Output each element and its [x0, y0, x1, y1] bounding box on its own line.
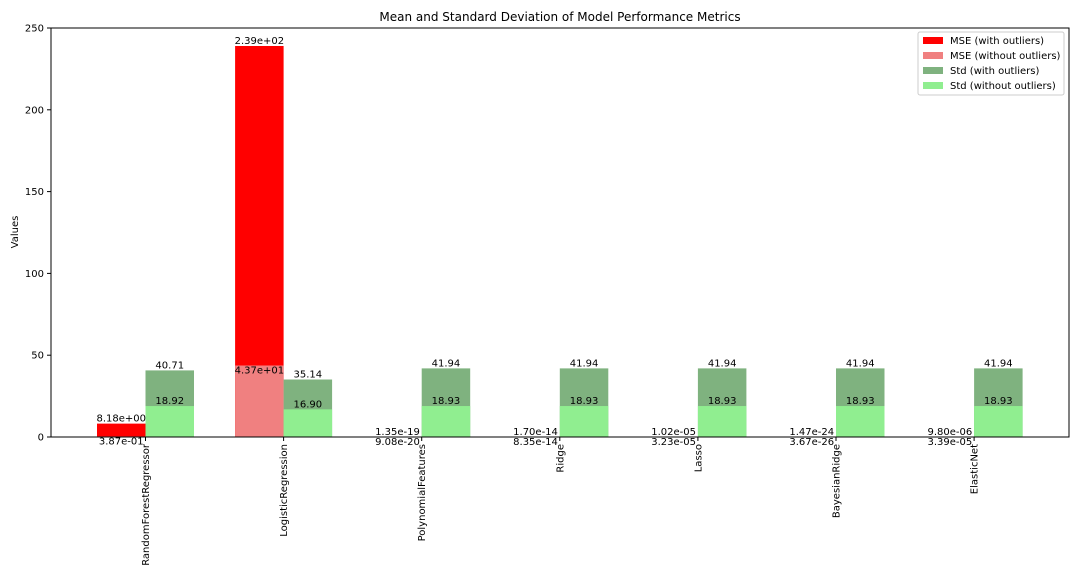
data-label-mse-with-outliers: 1.02e-05 [651, 427, 696, 438]
chart-title: Mean and Standard Deviation of Model Per… [379, 10, 740, 24]
data-label-std-without-outliers: 18.92 [155, 396, 184, 407]
data-label-mse-with-outliers: 1.35e-19 [375, 427, 420, 438]
bar-std-without-outliers [283, 409, 333, 437]
data-label-mse-without-outliers: 3.39e-05 [927, 437, 972, 448]
data-label-std-without-outliers: 16.90 [294, 399, 323, 410]
data-label-mse-without-outliers: 9.08e-20 [375, 437, 420, 448]
x-axis-ticks: RandomForestRegressor LogisticRegression P… [141, 437, 981, 566]
y-tick-label: 50 [31, 351, 44, 362]
bar-mse-without-outliers [235, 365, 284, 437]
y-tick-label: 100 [25, 269, 44, 280]
data-label-std-with-outliers: 40.71 [155, 360, 184, 371]
bar-std-without-outliers [697, 406, 747, 437]
data-label-std-without-outliers: 18.93 [984, 396, 1013, 407]
bars-group [97, 45, 1023, 437]
data-label-mse-without-outliers: 3.67e-26 [789, 437, 834, 448]
bar-std-without-outliers [974, 406, 1023, 437]
legend-swatch [923, 82, 943, 89]
legend-entry: MSE (with outliers) [950, 36, 1044, 47]
data-label-std-with-outliers: 35.14 [294, 370, 323, 381]
data-label-std-with-outliers: 41.94 [432, 358, 461, 369]
data-label-std-without-outliers: 18.93 [570, 396, 599, 407]
data-label-std-without-outliers: 18.93 [708, 396, 737, 407]
legend: MSE (with outliers) MSE (without outliers… [917, 31, 1065, 96]
legend-entry: Std (without outliers) [950, 81, 1056, 92]
x-tick-label: LogisticRegression [279, 444, 290, 537]
data-label-std-with-outliers: 41.94 [846, 358, 875, 369]
plot-frame [50, 27, 1070, 438]
data-label-std-without-outliers: 18.93 [432, 396, 461, 407]
data-label-std-without-outliers: 18.93 [846, 396, 875, 407]
y-axis-label: Values [10, 216, 21, 249]
data-label-mse-with-outliers: 1.47e-24 [789, 427, 834, 438]
y-tick-label: 150 [25, 187, 44, 198]
y-axis-ticks: 0 50 100 150 200 250 [25, 24, 51, 444]
data-label-mse-without-outliers: 4.37e+01 [235, 366, 285, 377]
x-tick-label: RandomForestRegressor [141, 443, 152, 566]
bar-std-without-outliers [559, 406, 609, 437]
legend-box [917, 31, 1065, 96]
y-tick-label: 200 [25, 105, 44, 116]
data-label-std-with-outliers: 41.94 [570, 358, 599, 369]
legend-swatch [923, 67, 943, 74]
bar-std-without-outliers [145, 406, 194, 437]
data-label-mse-without-outliers: 8.35e-14 [513, 437, 558, 448]
bar-std-without-outliers [836, 406, 885, 437]
x-tick-label: Lasso [693, 444, 704, 472]
data-label-mse-with-outliers: 8.18e+00 [96, 414, 146, 425]
data-label-std-with-outliers: 41.94 [708, 358, 737, 369]
x-tick-label: Ridge [555, 444, 566, 473]
x-tick-label: PolynomialFeatures [417, 444, 428, 541]
legend-entry: MSE (without outliers) [950, 51, 1061, 62]
data-label-std-with-outliers: 41.94 [984, 358, 1013, 369]
bar-mse-with-outliers [97, 423, 146, 437]
y-tick-label: 250 [25, 24, 44, 35]
legend-swatch [923, 52, 943, 59]
bar-std-without-outliers [421, 406, 471, 437]
y-tick-label: 0 [38, 433, 44, 444]
x-tick-label: BayesianRidge [832, 444, 843, 518]
x-tick-label: ElasticNet [970, 444, 981, 494]
legend-entry: Std (with outliers) [950, 66, 1039, 77]
data-label-mse-without-outliers: 3.23e-05 [651, 437, 696, 448]
data-label-mse-with-outliers: 9.80e-06 [927, 427, 972, 438]
bar-labels-group: 8.18e+00 3.87e-01 40.71 18.92 2.39e+02 4.37e+… [96, 36, 1012, 448]
data-label-mse-with-outliers: 2.39e+02 [235, 36, 285, 47]
legend-swatch [923, 37, 943, 44]
data-label-mse-without-outliers: 3.87e-01 [99, 436, 144, 447]
data-label-mse-with-outliers: 1.70e-14 [513, 427, 558, 438]
